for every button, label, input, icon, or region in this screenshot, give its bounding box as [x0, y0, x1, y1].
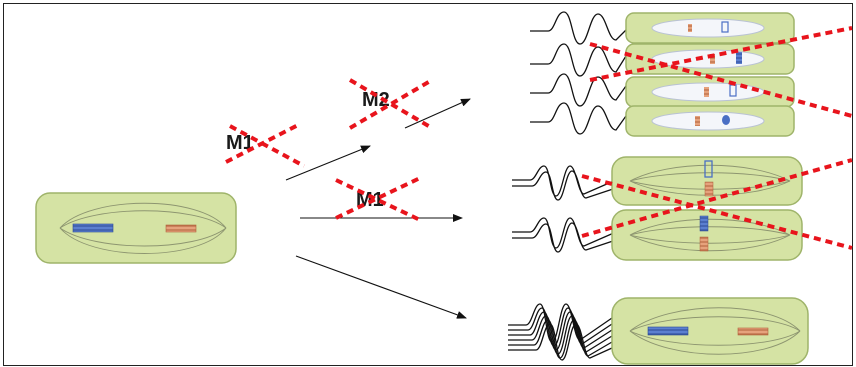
mitosis-cell-group — [508, 297, 809, 365]
m2-group: M2 — [348, 78, 434, 130]
m1-upper-label: M1 — [226, 132, 254, 154]
mitosis-blue-chromosome — [647, 326, 689, 336]
arrow-to-m2 — [404, 98, 471, 129]
diagram-border — [3, 3, 853, 366]
m2-label: M2 — [362, 89, 390, 111]
haploid-cell-2 — [625, 43, 795, 75]
orange-chromosome — [165, 224, 197, 233]
mitosis-cell — [611, 297, 809, 365]
haploid-cell-4 — [625, 105, 795, 137]
mitosis-orange-chromosome — [737, 327, 769, 336]
parent-cell — [35, 192, 237, 264]
m1-upper-group: M1 — [225, 122, 305, 168]
blue-chromosome — [72, 223, 114, 233]
haploid-cells-group — [530, 11, 853, 137]
haploid-cell-1 — [625, 12, 795, 44]
arrow-to-m1 — [285, 145, 371, 181]
cross-line-mid-b — [581, 158, 853, 238]
cross-line-mid-a — [581, 174, 853, 250]
cross-line-top-b — [589, 26, 853, 82]
meiosis-cell-2 — [611, 209, 803, 261]
cross-line-top-a — [589, 42, 853, 118]
meiosis-cell-1 — [611, 156, 803, 206]
arrow-to-mitosis — [295, 255, 467, 319]
m1-middle-group: M1 — [335, 176, 421, 222]
haploid-cell-3 — [625, 76, 795, 108]
meiosis-one-cells-group — [512, 156, 853, 261]
